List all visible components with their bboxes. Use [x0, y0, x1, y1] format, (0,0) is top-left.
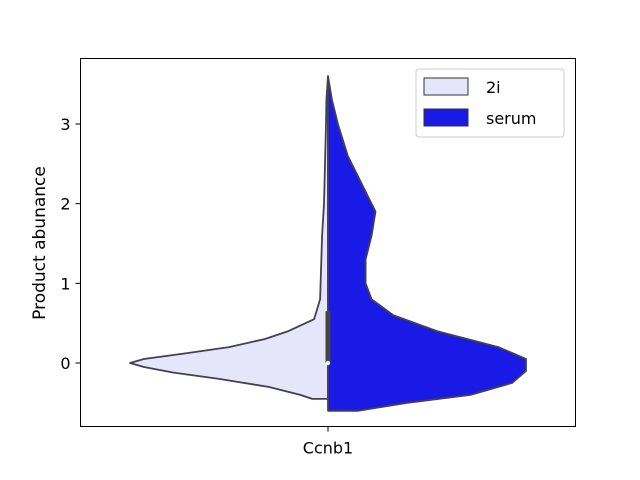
y-axis: 0 1 2 3 [60, 115, 81, 373]
box-median [325, 360, 331, 366]
y-tick-label-0: 0 [60, 354, 70, 373]
box-iqr [325, 311, 331, 363]
legend-swatch-serum [423, 108, 469, 127]
box-group [325, 311, 331, 366]
violins-group [129, 75, 527, 412]
violin-2i [129, 75, 329, 400]
y-tick-label-1: 1 [60, 274, 70, 293]
x-tick-label-Ccnb1: Ccnb1 [303, 439, 353, 458]
x-axis: Ccnb1 [303, 426, 353, 458]
legend-label-serum: serum [486, 109, 536, 128]
y-axis-label: Product abunance [30, 166, 50, 320]
violin-serum [327, 75, 527, 412]
y-tick-label-2: 2 [60, 195, 70, 214]
y-tick-label-3: 3 [60, 115, 70, 134]
legend: 2i serum [415, 68, 565, 138]
legend-swatch-2i [423, 77, 469, 96]
legend-label-2i: 2i [486, 78, 501, 97]
